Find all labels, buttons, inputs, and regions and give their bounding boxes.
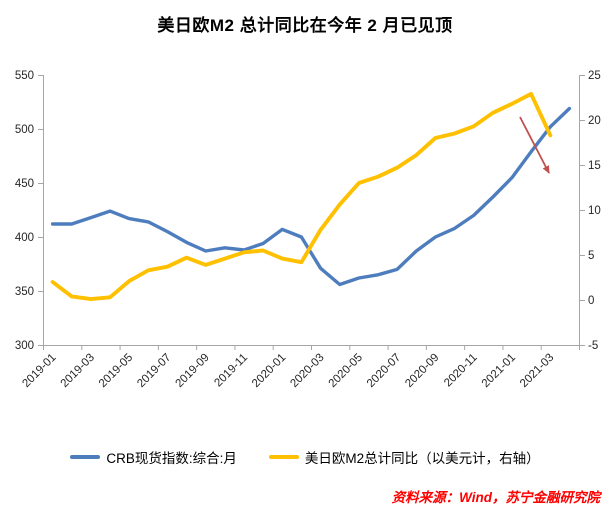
svg-text:2020-07: 2020-07 — [365, 352, 403, 390]
legend-label-m2: 美日欧M2总计同比（以美元计，右轴） — [304, 451, 540, 466]
svg-text:2019-01: 2019-01 — [20, 352, 58, 390]
svg-text:2019-11: 2019-11 — [212, 352, 250, 390]
svg-text:2020-01: 2020-01 — [250, 352, 288, 390]
svg-text:20: 20 — [588, 115, 601, 127]
chart-legend: CRB现货指数:综合:月 美日欧M2总计同比（以美元计，右轴） — [0, 447, 610, 467]
axes — [38, 75, 585, 350]
svg-text:0: 0 — [588, 295, 594, 307]
right-axis-tick-labels: -5 0 5 10 15 20 25 — [588, 70, 601, 352]
svg-text:350: 350 — [15, 286, 34, 298]
svg-text:550: 550 — [15, 70, 34, 82]
series-line-crb — [50, 106, 572, 287]
legend-item-crb: CRB现货指数:综合:月 — [70, 447, 237, 467]
svg-text:25: 25 — [588, 70, 601, 82]
svg-text:400: 400 — [15, 232, 34, 244]
svg-text:15: 15 — [588, 160, 601, 172]
left-axis-tick-labels: 300 350 400 450 500 550 — [15, 70, 34, 352]
svg-text:5: 5 — [588, 250, 594, 262]
svg-text:2021-01: 2021-01 — [480, 352, 518, 390]
svg-text:-5: -5 — [588, 340, 598, 352]
legend-item-m2: 美日欧M2总计同比（以美元计，右轴） — [268, 447, 540, 467]
svg-text:300: 300 — [15, 340, 34, 352]
svg-text:2019-07: 2019-07 — [135, 352, 173, 390]
trend-down-arrow-annotation — [519, 116, 550, 174]
svg-text:2020-11: 2020-11 — [442, 352, 480, 390]
svg-text:2019-09: 2019-09 — [173, 352, 211, 390]
svg-text:500: 500 — [15, 124, 34, 136]
svg-text:10: 10 — [588, 205, 601, 217]
x-axis-tick-labels: 2019-01 2019-03 2019-05 2019-07 2019-09 2019-… — [20, 352, 556, 390]
source-note: 资料来源：Wind，苏宁金融研究院 — [391, 490, 600, 505]
chart-title: 美日欧M2 总计同比在今年 2 月已见顶 — [157, 16, 453, 35]
legend-line-swatch-m2 — [268, 455, 299, 459]
svg-text:450: 450 — [15, 178, 34, 190]
svg-text:2019-05: 2019-05 — [97, 352, 135, 390]
series-line-m2 — [50, 91, 553, 302]
svg-text:2019-03: 2019-03 — [59, 352, 97, 390]
svg-text:2020-03: 2020-03 — [288, 352, 326, 390]
svg-text:2020-05: 2020-05 — [327, 352, 365, 390]
svg-text:2020-09: 2020-09 — [403, 352, 441, 390]
legend-line-swatch-crb — [70, 455, 101, 459]
legend-label-crb: CRB现货指数:综合:月 — [106, 451, 237, 466]
svg-text:2021-03: 2021-03 — [518, 352, 556, 390]
